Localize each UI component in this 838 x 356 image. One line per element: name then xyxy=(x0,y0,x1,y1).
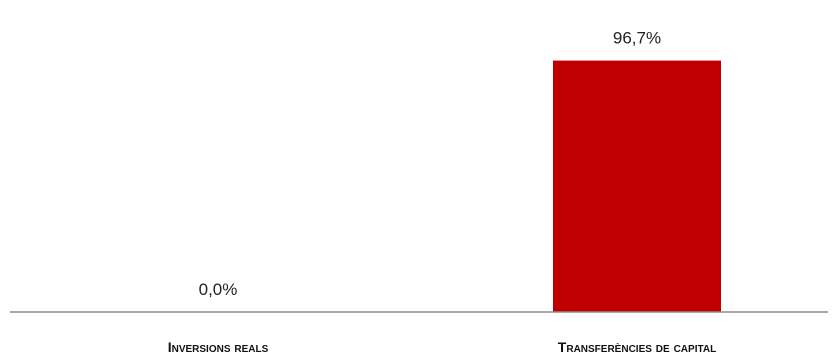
category-labels-group: Inversions reals Transferències de capita… xyxy=(168,339,716,355)
category-label-1: Inversions reals xyxy=(168,339,269,355)
bar-2 xyxy=(553,60,721,312)
bars-group xyxy=(553,60,721,312)
data-labels-group: 0,0% 96,7% xyxy=(199,29,661,299)
data-label-1: 0,0% xyxy=(199,280,238,299)
category-label-2: Transferències de capital xyxy=(558,339,716,355)
data-label-2: 96,7% xyxy=(613,29,661,48)
